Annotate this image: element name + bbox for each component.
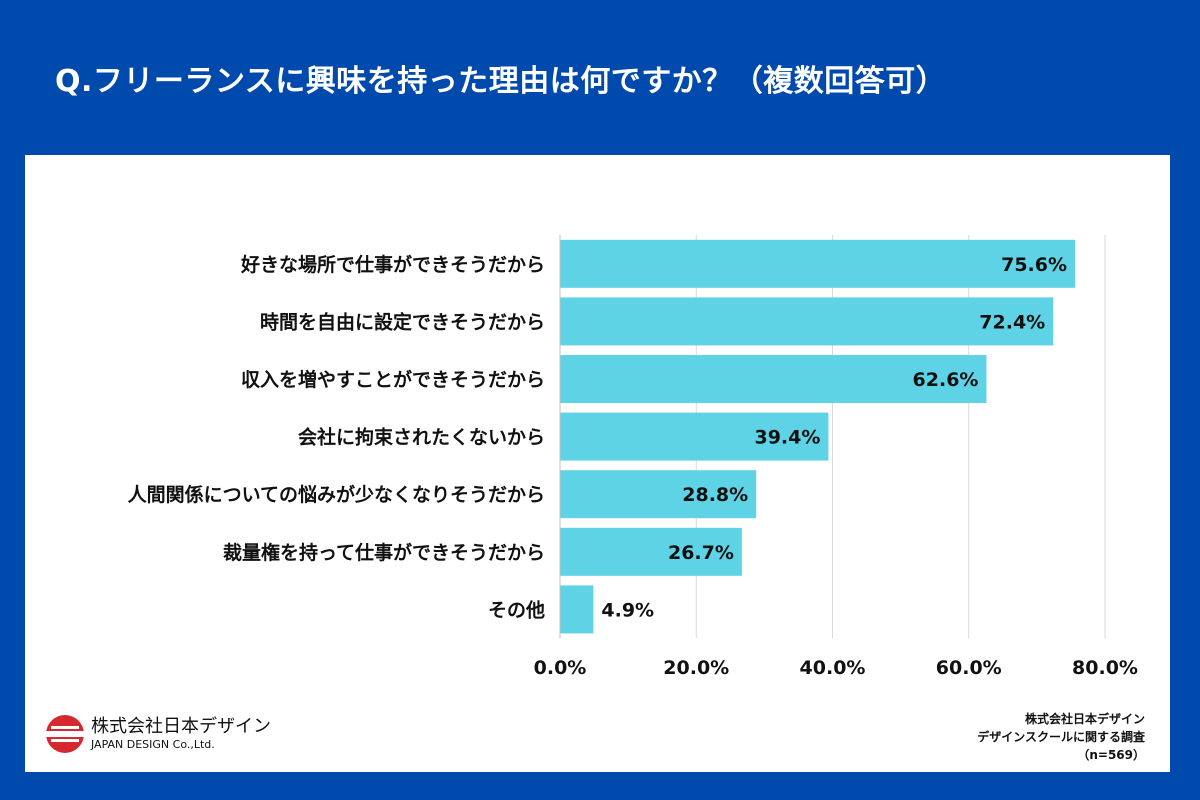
x-tick-label: 20.0% xyxy=(663,657,729,679)
category-label: その他 xyxy=(488,598,545,621)
bar xyxy=(560,355,987,403)
bar xyxy=(560,412,829,461)
data-label: 26.7% xyxy=(668,542,734,564)
bar xyxy=(560,239,1076,288)
category-label: 時間を自由に設定できそうだから xyxy=(260,310,545,333)
chart-panel: 好きな場所で仕事ができそうだから 75.6% 時間を自由に設定できそうだから 72.4… xyxy=(25,155,1170,772)
logo-company-en: JAPAN DESIGN Co.,Ltd. xyxy=(91,738,215,751)
category-label: 人間関係についての悩みが少なくなりそうだから xyxy=(128,483,545,506)
bar xyxy=(560,527,742,576)
data-label: 72.4% xyxy=(979,311,1045,333)
category-label: 裁量権を持って仕事ができそうだから xyxy=(223,541,545,564)
bar xyxy=(560,470,757,519)
data-label: 28.8% xyxy=(682,484,748,506)
bar xyxy=(560,297,1054,346)
x-tick-label: 80.0% xyxy=(1072,657,1138,679)
logo-mark-icon xyxy=(46,715,84,753)
data-label: 39.4% xyxy=(754,427,820,449)
x-tick-label: 40.0% xyxy=(800,657,866,679)
data-label: 4.9% xyxy=(601,599,654,621)
category-label: 好きな場所で仕事ができそうだから xyxy=(240,253,545,276)
bar-chart: 好きな場所で仕事ができそうだから 75.6% 時間を自由に設定できそうだから 72.4… xyxy=(128,235,1138,679)
category-label: 会社に拘束されたくないから xyxy=(298,426,545,449)
source-line-3: （n=569） xyxy=(1077,748,1145,762)
page-title: Q.フリーランスに興味を持った理由は何ですか？（複数回答可） xyxy=(55,64,947,99)
category-label: 収入を増やすことができそうだから xyxy=(241,368,545,391)
source-line-2: デザインスクールに関する調査 xyxy=(977,730,1145,744)
company-logo: 株式会社日本デザイン JAPAN DESIGN Co.,Ltd. xyxy=(45,710,271,760)
x-tick-label: 60.0% xyxy=(936,657,1002,679)
source-line-1: 株式会社日本デザイン xyxy=(1024,712,1145,726)
data-label: 75.6% xyxy=(1001,254,1067,276)
source-note: 株式会社日本デザイン デザインスクールに関する調査 （n=569） xyxy=(977,710,1145,764)
logo-company-jp: 株式会社日本デザイン xyxy=(91,716,271,737)
bar xyxy=(560,585,594,634)
data-label: 62.6% xyxy=(913,369,979,391)
x-tick-label: 0.0% xyxy=(534,657,587,679)
